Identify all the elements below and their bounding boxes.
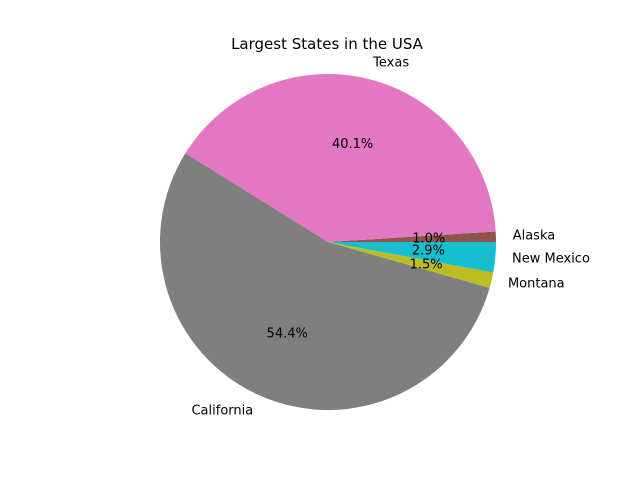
pie-slice-texas bbox=[185, 74, 496, 243]
slice-label-montana: Montana bbox=[508, 277, 565, 292]
chart-title: Largest States in the USA bbox=[231, 35, 424, 53]
pie-slice-montana bbox=[328, 242, 494, 288]
percent-label-montana: 1.5% bbox=[410, 257, 443, 272]
slice-label-texas: Texas bbox=[372, 55, 409, 70]
pie-slice-new-mexico bbox=[328, 242, 496, 273]
pie-slice-california bbox=[160, 153, 490, 410]
percent-label-texas: 40.1% bbox=[332, 137, 373, 152]
slice-label-new-mexico: New Mexico bbox=[512, 251, 590, 266]
percent-label-california: 54.4% bbox=[267, 327, 308, 342]
percent-label-new-mexico: 2.9% bbox=[412, 244, 445, 259]
pie-slices bbox=[160, 74, 496, 410]
pie-slice-alaska bbox=[328, 231, 496, 242]
pie-labels: Alaska 1.0% Texas 40.1% California 54.4% Monta… bbox=[191, 55, 589, 418]
percent-label-alaska: 1.0% bbox=[412, 231, 445, 246]
slice-label-alaska: Alaska bbox=[513, 229, 556, 244]
slice-label-california: California bbox=[191, 403, 253, 418]
